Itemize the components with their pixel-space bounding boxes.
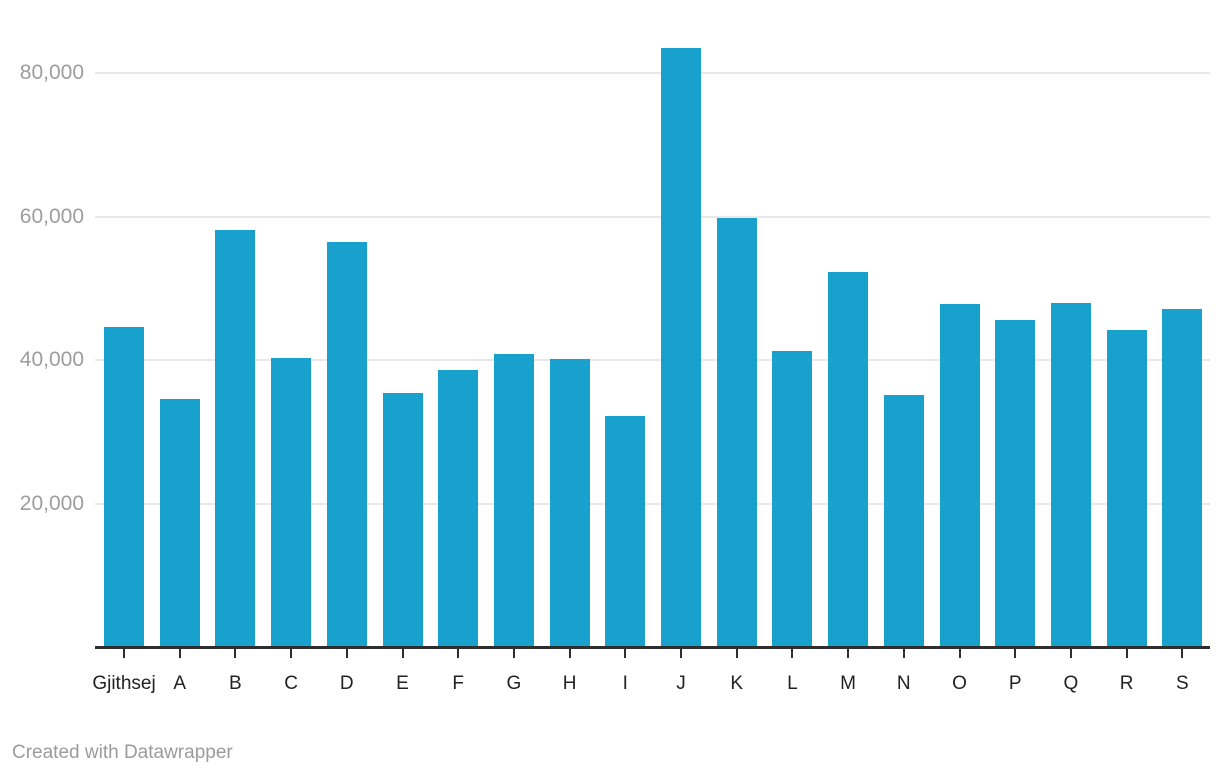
y-axis-tick-label: 80,000 xyxy=(19,61,84,84)
x-axis-tick xyxy=(568,649,571,658)
bar-l[interactable] xyxy=(772,351,813,647)
bar-o[interactable] xyxy=(939,304,980,647)
x-axis-category-label: N xyxy=(896,673,911,694)
bar-r[interactable] xyxy=(1106,329,1147,647)
x-axis-tick xyxy=(791,649,794,658)
bar-j[interactable] xyxy=(661,47,701,647)
y-axis-tick-label: 60,000 xyxy=(19,204,84,228)
bar-a[interactable] xyxy=(159,398,200,647)
x-axis-tick xyxy=(345,649,348,658)
y-axis-tick-label: 40,000 xyxy=(19,348,84,371)
x-axis-category-label: S xyxy=(1175,673,1189,694)
bar-k[interactable] xyxy=(716,217,757,647)
x-axis-tick xyxy=(234,649,237,658)
x-axis-category-label: I xyxy=(622,673,628,694)
x-axis-category-label: A xyxy=(173,673,187,694)
gridline-20000 xyxy=(95,502,1210,505)
x-axis-tick xyxy=(624,649,627,658)
bar-d[interactable] xyxy=(326,242,367,647)
x-axis-tick xyxy=(1069,649,1072,658)
x-axis-category-label: D xyxy=(339,673,354,694)
x-axis-tick xyxy=(680,649,682,658)
x-axis-tick xyxy=(401,649,404,658)
bar-f[interactable] xyxy=(438,370,479,647)
x-axis-category-label: J xyxy=(676,673,686,694)
x-axis-tick xyxy=(290,649,293,658)
bar-s[interactable] xyxy=(1162,309,1203,647)
x-axis-tick xyxy=(123,649,125,658)
x-axis-line xyxy=(95,646,1210,649)
bar-gjithsej[interactable] xyxy=(104,326,144,647)
bar-i[interactable] xyxy=(605,415,646,647)
x-axis-tick xyxy=(847,649,850,658)
x-axis-tick xyxy=(178,649,181,658)
x-axis-category-label: Gjithsej xyxy=(92,673,156,694)
x-axis-category-label: L xyxy=(787,673,798,694)
x-axis-tick xyxy=(457,649,460,658)
bar-p[interactable] xyxy=(995,319,1036,647)
x-axis-tick xyxy=(1181,649,1184,658)
x-axis-category-label: F xyxy=(452,673,464,694)
x-axis-tick xyxy=(958,649,961,658)
gridline-80000 xyxy=(95,72,1210,74)
x-axis-tick xyxy=(1125,649,1128,658)
bar-m[interactable] xyxy=(828,272,869,647)
x-axis-category-label: B xyxy=(229,673,242,694)
bar-g[interactable] xyxy=(493,353,534,647)
x-axis-tick xyxy=(735,649,738,658)
bar-e[interactable] xyxy=(382,393,423,647)
x-axis-category-label: C xyxy=(284,673,298,694)
x-axis-category-label: Q xyxy=(1063,673,1079,694)
datawrapper-attribution: Created with Datawrapper xyxy=(12,742,233,763)
x-axis-category-label: M xyxy=(840,673,856,694)
x-axis-category-label: G xyxy=(506,673,522,694)
x-axis-tick xyxy=(512,649,515,658)
y-axis-tick-label: 20,000 xyxy=(19,491,84,515)
bar-h[interactable] xyxy=(549,359,590,647)
gridline-60000 xyxy=(95,215,1210,218)
bar-q[interactable] xyxy=(1050,302,1091,647)
bar-c[interactable] xyxy=(271,357,312,647)
gridline-40000 xyxy=(95,359,1210,361)
bar-n[interactable] xyxy=(883,395,924,647)
bar-b[interactable] xyxy=(215,230,256,647)
x-axis-tick xyxy=(902,649,905,658)
x-axis-category-label: E xyxy=(396,673,409,694)
x-axis-category-label: R xyxy=(1119,673,1134,694)
x-axis-tick xyxy=(1014,649,1017,658)
x-axis-category-label: K xyxy=(730,673,744,694)
x-axis-category-label: H xyxy=(562,673,577,694)
x-axis-category-label: P xyxy=(1008,673,1022,694)
x-axis-category-label: O xyxy=(952,673,967,694)
